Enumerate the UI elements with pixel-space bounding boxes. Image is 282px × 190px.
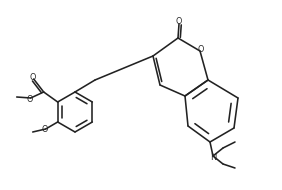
Text: O: O <box>27 94 33 104</box>
Text: O: O <box>176 17 182 26</box>
Text: O: O <box>198 45 204 55</box>
Text: O: O <box>41 126 48 135</box>
Text: O: O <box>30 74 36 82</box>
Text: N: N <box>210 153 216 162</box>
